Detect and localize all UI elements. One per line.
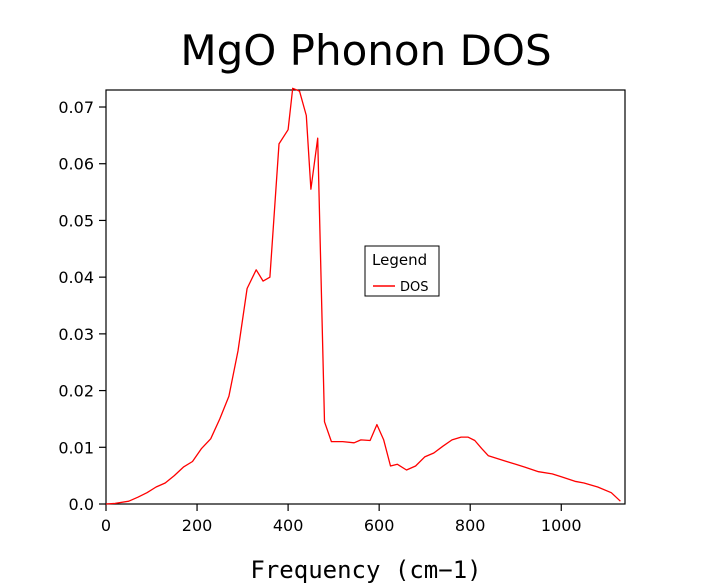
y-axis: 0.0 0.01 0.02 0.03 0.04 0.05 0.06 0.07 — [58, 98, 106, 514]
x-tick-label: 600 — [364, 516, 395, 535]
y-tick-label: 0.02 — [58, 382, 94, 401]
y-tick-label: 0.04 — [58, 268, 94, 287]
x-axis-label: Frequency (cm−1) — [250, 556, 481, 584]
legend-entry-dos: DOS — [400, 280, 429, 295]
y-tick-label: 0.0 — [69, 495, 94, 514]
plot-frame — [105, 89, 626, 505]
y-tick-label: 0.03 — [58, 325, 94, 344]
x-tick-label: 1000 — [541, 516, 582, 535]
legend: Legend DOS — [364, 245, 440, 297]
x-tick-label: 400 — [273, 516, 304, 535]
x-tick-label: 200 — [182, 516, 213, 535]
chart-title: MgO Phonon DOS — [180, 26, 551, 75]
y-tick-label: 0.07 — [58, 98, 94, 117]
series-layer — [105, 87, 621, 505]
series-line-dos — [105, 87, 621, 505]
y-tick-label: 0.05 — [58, 211, 94, 230]
x-tick-label: 800 — [455, 516, 486, 535]
y-tick-label: 0.06 — [58, 155, 94, 174]
legend-title: Legend — [372, 251, 427, 269]
x-tick-label: 0 — [101, 516, 111, 535]
legend-box — [364, 245, 440, 297]
x-axis: 0 200 400 600 800 1000 — [101, 504, 582, 535]
y-tick-label: 0.01 — [58, 438, 94, 457]
